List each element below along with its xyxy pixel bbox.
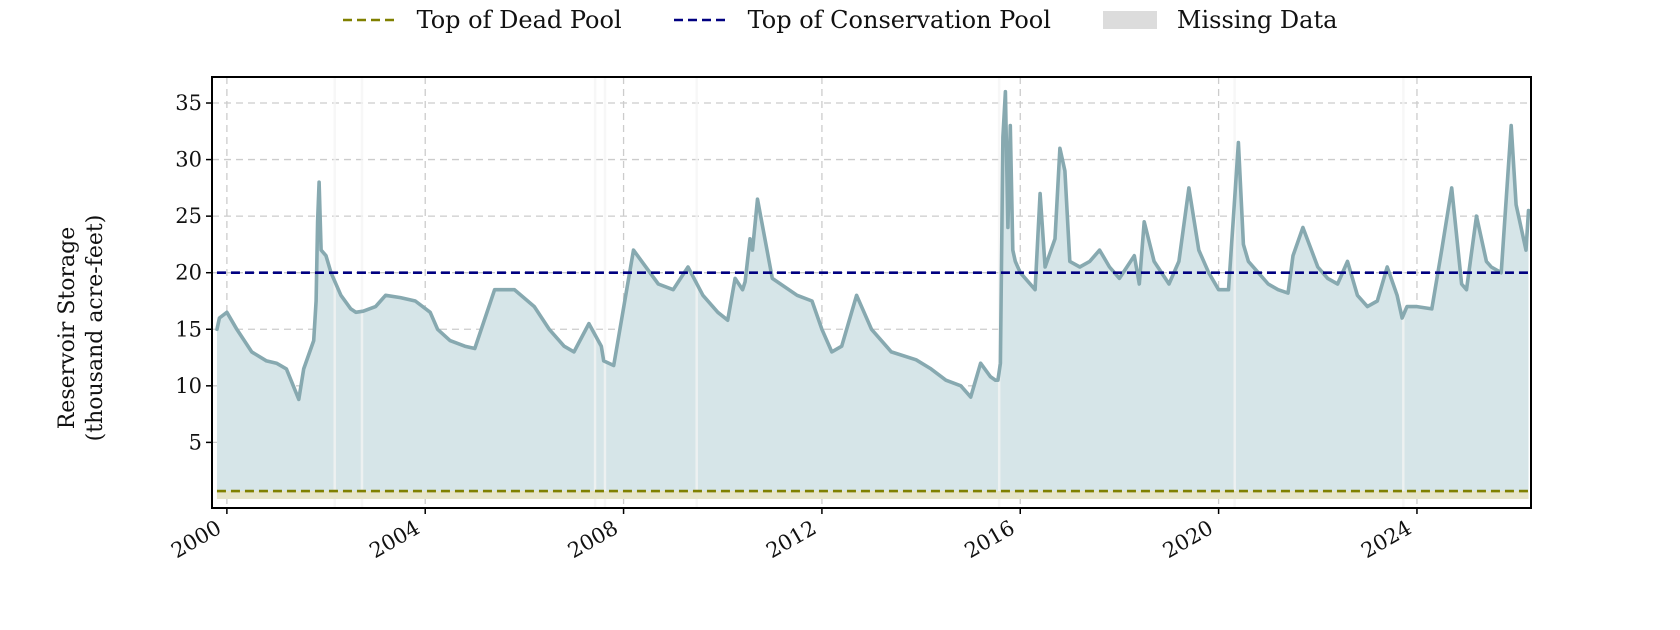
missing-data-band — [360, 77, 364, 508]
legend-label-conservation-pool: Top of Conservation Pool — [747, 6, 1051, 34]
x-tick-label: 2004 — [365, 516, 423, 564]
dead-pool-area — [216, 491, 1529, 499]
missing-data-band — [997, 77, 1001, 508]
x-tick-label: 2008 — [564, 516, 622, 564]
legend-label-dead-pool: Top of Dead Pool — [416, 6, 622, 34]
conservation-pool-legend-swatch — [673, 18, 728, 22]
x-tick-label: 2016 — [960, 516, 1018, 564]
missing-data-band — [1233, 77, 1236, 508]
missing-data-legend-swatch — [1102, 11, 1157, 29]
missing-data-band — [593, 77, 597, 508]
x-tick-label: 2012 — [762, 516, 820, 564]
legend-item-conservation-pool: Top of Conservation Pool — [673, 6, 1051, 34]
legend-label-missing-data: Missing Data — [1176, 6, 1338, 34]
y-tick-label: 25 — [175, 204, 202, 228]
y-tick-label: 35 — [175, 91, 202, 115]
y-tick-label: 10 — [175, 374, 202, 398]
dead-pool-legend-swatch — [342, 18, 397, 22]
y-tick-label: 20 — [175, 261, 202, 285]
x-tick-label: 2000 — [167, 516, 225, 564]
missing-data-band — [1402, 77, 1405, 508]
legend: Top of Dead Pool Top of Conservation Poo… — [0, 6, 1680, 34]
y-tick-label: 30 — [175, 148, 202, 172]
missing-data-band — [695, 77, 698, 508]
legend-item-missing-data: Missing Data — [1102, 6, 1338, 34]
missing-data-band — [603, 77, 607, 508]
y-tick-label: 5 — [189, 430, 202, 454]
storage-area — [217, 91, 1529, 499]
missing-data-band — [333, 77, 336, 508]
storage-line — [215, 89, 1531, 402]
plot-frame — [211, 76, 1532, 509]
legend-item-dead-pool: Top of Dead Pool — [342, 6, 622, 34]
x-tick-label: 2024 — [1357, 516, 1415, 564]
y-tick-label: 15 — [175, 317, 202, 341]
x-tick-label: 2020 — [1159, 516, 1217, 564]
